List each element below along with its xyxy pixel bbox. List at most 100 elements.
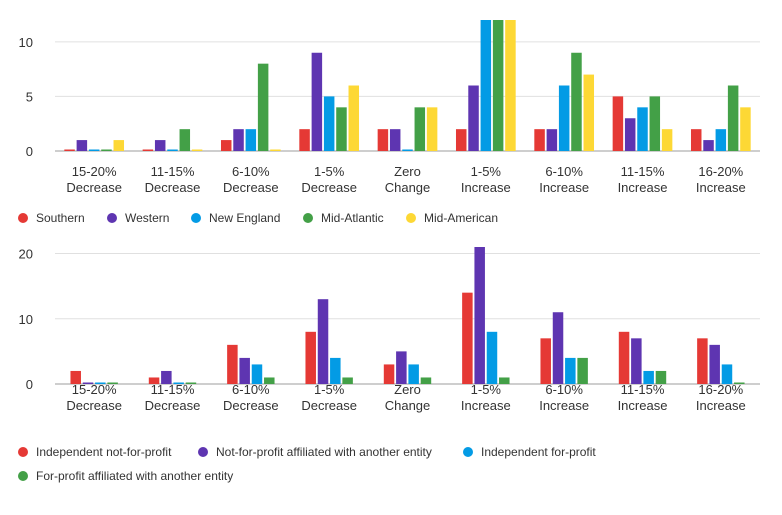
y-tick-label: 0 bbox=[26, 144, 33, 159]
bar bbox=[661, 129, 673, 151]
bar bbox=[492, 20, 504, 151]
bar bbox=[88, 149, 100, 151]
bar bbox=[95, 382, 106, 384]
bar bbox=[220, 140, 232, 151]
bar bbox=[330, 357, 341, 384]
bar bbox=[101, 149, 112, 151]
x-category-label: 1-5% bbox=[314, 382, 345, 397]
bar bbox=[227, 344, 238, 384]
legend-label: For-profit affiliated with another entit… bbox=[36, 469, 233, 483]
x-category-label: 1-5% bbox=[471, 382, 502, 397]
x-category-label: Decrease bbox=[223, 180, 279, 195]
bar bbox=[251, 364, 263, 384]
bar bbox=[414, 107, 426, 151]
x-category-label: Increase bbox=[696, 398, 746, 413]
x-category-label: Decrease bbox=[223, 398, 279, 413]
x-category-label: Increase bbox=[461, 398, 511, 413]
bar bbox=[643, 370, 654, 384]
bar bbox=[167, 149, 178, 151]
bar bbox=[624, 118, 636, 151]
x-category-label: Increase bbox=[539, 398, 589, 413]
bar bbox=[76, 140, 88, 151]
bar bbox=[179, 129, 191, 151]
x-category-label: 15-20% bbox=[72, 382, 117, 397]
bar bbox=[154, 140, 166, 151]
legend-swatch bbox=[191, 213, 201, 223]
legend-item: Mid-American bbox=[406, 211, 498, 225]
bar bbox=[64, 149, 75, 151]
bar bbox=[468, 85, 479, 151]
bar bbox=[148, 377, 160, 384]
x-category-label: 1-5% bbox=[314, 164, 345, 179]
legend-item: For-profit affiliated with another entit… bbox=[18, 469, 233, 483]
legend-item: Western bbox=[107, 211, 169, 225]
bar bbox=[377, 129, 389, 151]
bar bbox=[709, 344, 720, 384]
bar bbox=[455, 129, 467, 151]
bar bbox=[239, 357, 250, 384]
bar bbox=[631, 338, 642, 384]
x-category-label: 16-20% bbox=[698, 164, 743, 179]
legend-label: Independent for-profit bbox=[481, 445, 596, 459]
bar bbox=[396, 351, 407, 384]
bar bbox=[637, 107, 648, 151]
bar bbox=[703, 140, 714, 151]
legend-swatch bbox=[198, 447, 208, 457]
bar bbox=[342, 377, 353, 384]
bar bbox=[690, 129, 702, 151]
x-category-label: Decrease bbox=[66, 398, 122, 413]
bar bbox=[233, 129, 244, 151]
bar bbox=[161, 370, 172, 384]
bar bbox=[480, 20, 492, 151]
x-category-label: 11-15% bbox=[151, 164, 195, 179]
legend-swatch bbox=[303, 213, 313, 223]
bar bbox=[270, 149, 281, 151]
x-category-label: Increase bbox=[618, 398, 668, 413]
bar-chart-2: 0102015-20%Decrease11-15%Decrease6-10%De… bbox=[18, 247, 760, 483]
bar bbox=[534, 129, 545, 151]
bar bbox=[499, 377, 510, 384]
bar bbox=[191, 149, 203, 151]
bar bbox=[462, 292, 473, 384]
bar bbox=[402, 149, 413, 151]
bar bbox=[649, 96, 661, 151]
bar bbox=[305, 331, 316, 384]
bar bbox=[734, 382, 745, 384]
x-category-label: Zero bbox=[394, 382, 421, 397]
x-category-label: 11-15% bbox=[621, 382, 665, 397]
x-category-label: 11-15% bbox=[151, 382, 195, 397]
bar bbox=[173, 382, 184, 384]
legend-label: New England bbox=[209, 211, 280, 225]
bar bbox=[721, 364, 733, 384]
y-tick-label: 10 bbox=[19, 35, 33, 50]
bar bbox=[299, 129, 310, 151]
bar bbox=[113, 140, 125, 151]
bar bbox=[82, 382, 94, 384]
bar bbox=[264, 377, 275, 384]
legend-swatch bbox=[18, 447, 28, 457]
bar bbox=[420, 377, 432, 384]
bar bbox=[715, 129, 727, 151]
x-category-label: Change bbox=[385, 398, 431, 413]
x-category-label: Change bbox=[385, 180, 431, 195]
bar bbox=[583, 74, 595, 151]
bar bbox=[142, 149, 154, 151]
x-category-label: Increase bbox=[696, 180, 746, 195]
x-category-label: 6-10% bbox=[545, 382, 583, 397]
bar bbox=[348, 85, 360, 151]
bar bbox=[336, 107, 347, 151]
legend-swatch bbox=[18, 471, 28, 481]
bar bbox=[317, 299, 329, 384]
x-category-label: Decrease bbox=[66, 180, 122, 195]
legend-label: Mid-American bbox=[424, 211, 498, 225]
legend-item: Independent for-profit bbox=[463, 445, 596, 459]
legend-item: Not-for-profit affiliated with another e… bbox=[198, 445, 432, 459]
bar bbox=[546, 129, 558, 151]
bar bbox=[571, 52, 582, 151]
legend-swatch bbox=[406, 213, 416, 223]
legend-label: Western bbox=[125, 211, 169, 225]
legend-item: Southern bbox=[18, 211, 85, 225]
x-category-label: 6-10% bbox=[545, 164, 583, 179]
bar bbox=[185, 382, 197, 384]
x-category-label: Increase bbox=[461, 180, 511, 195]
